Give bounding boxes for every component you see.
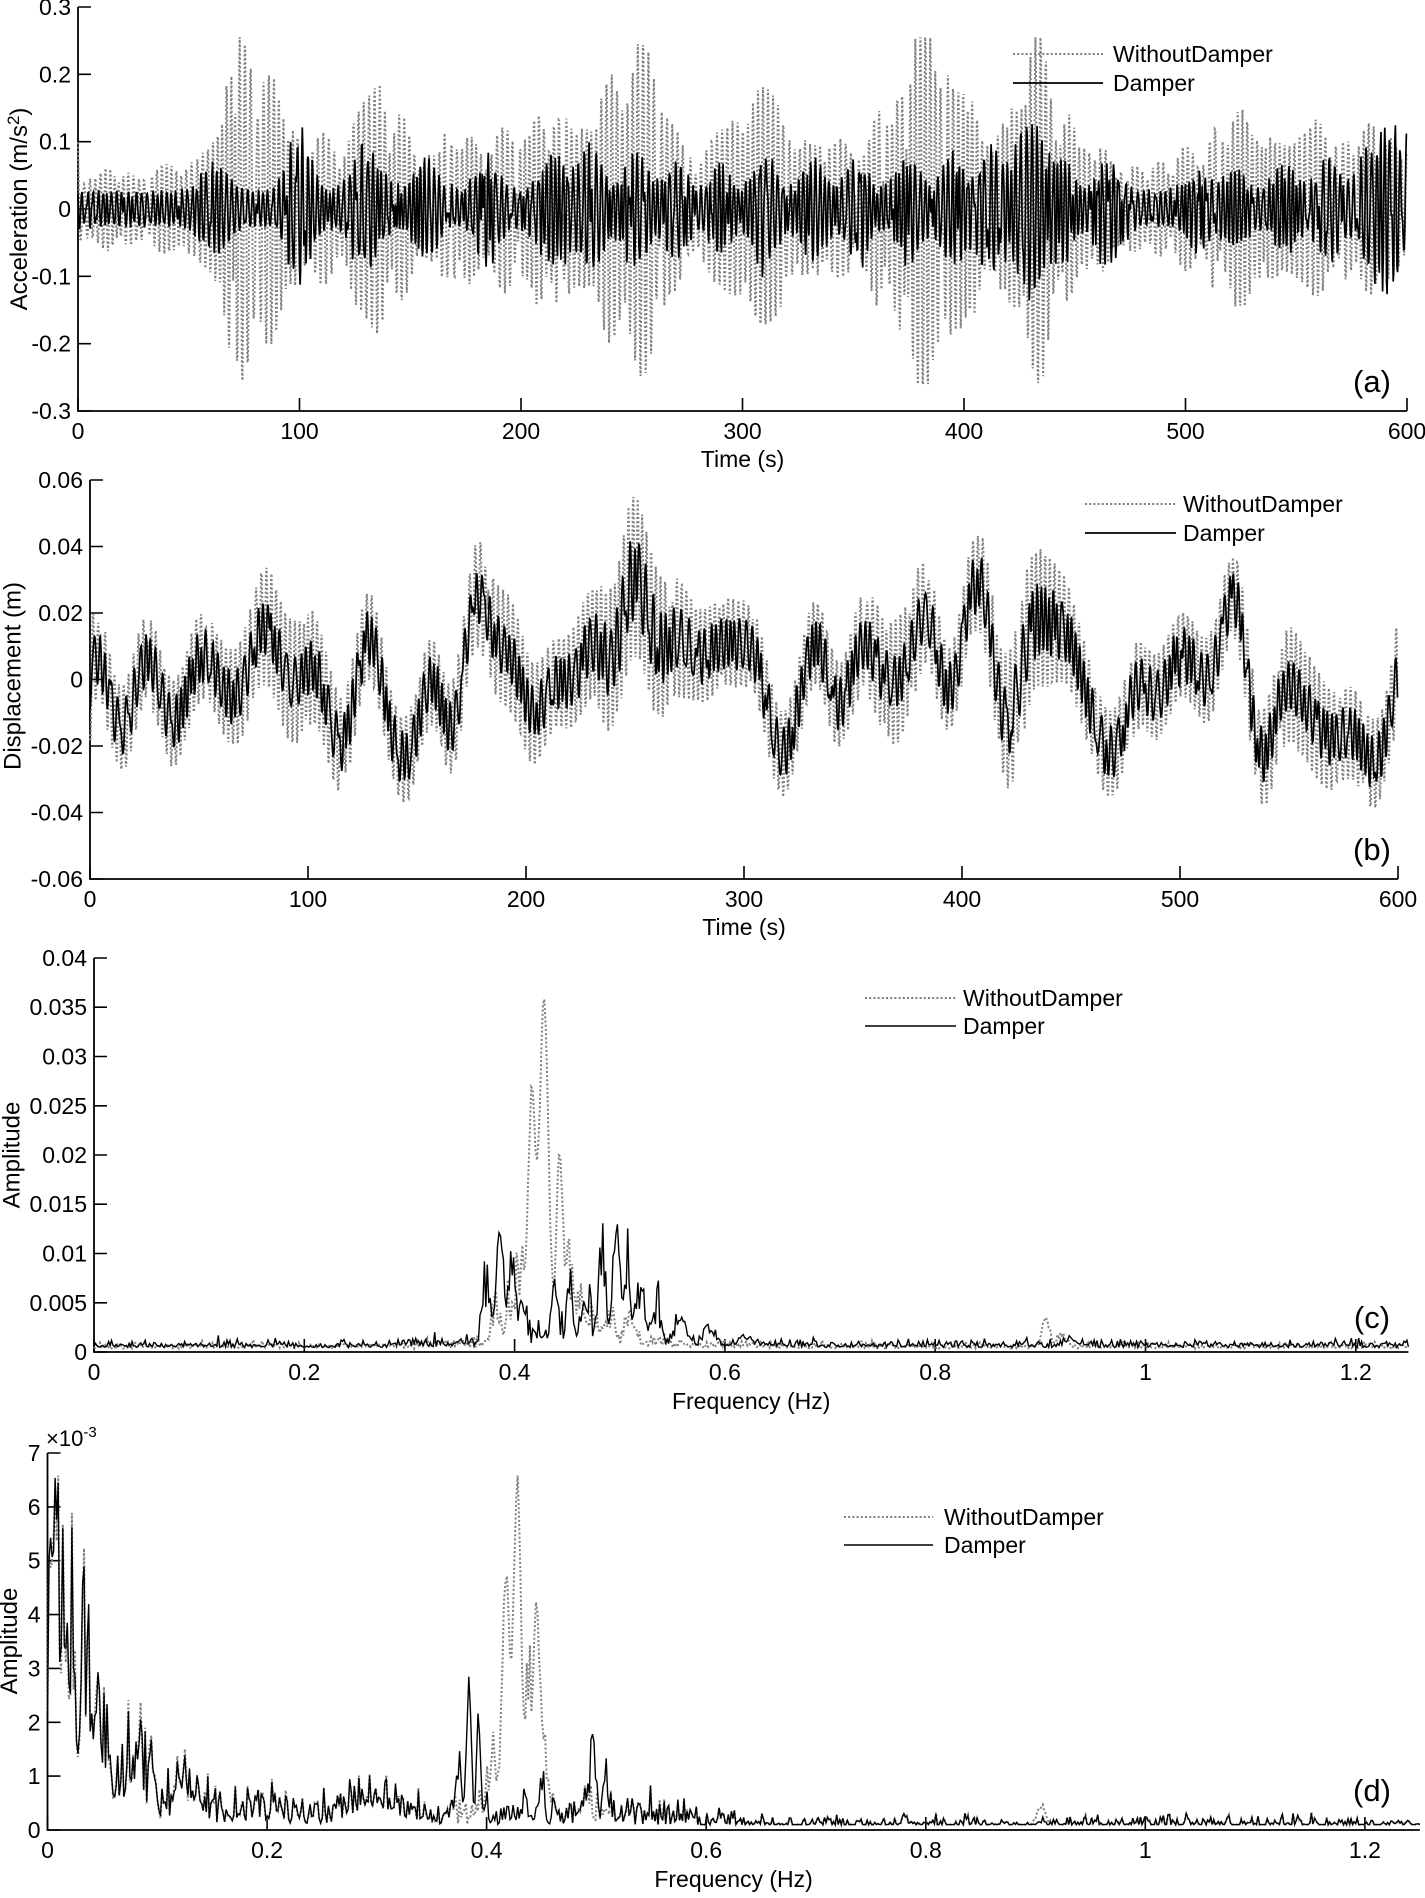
svg-text:-0.3: -0.3	[31, 398, 71, 424]
svg-text:500: 500	[1161, 886, 1199, 912]
svg-text:1: 1	[28, 1763, 41, 1789]
svg-text:200: 200	[507, 886, 545, 912]
svg-text:0.6: 0.6	[709, 1359, 741, 1385]
svg-text:0.04: 0.04	[42, 945, 87, 971]
svg-text:-0.04: -0.04	[31, 800, 84, 826]
svg-text:0.8: 0.8	[919, 1359, 951, 1385]
svg-text:0.04: 0.04	[38, 534, 83, 560]
svg-text:100: 100	[289, 886, 327, 912]
svg-text:0.01: 0.01	[42, 1241, 87, 1267]
svg-text:0.02: 0.02	[42, 1142, 87, 1168]
svg-text:0.2: 0.2	[288, 1359, 320, 1385]
svg-text:7: 7	[28, 1440, 41, 1466]
svg-text:Damper: Damper	[1113, 70, 1195, 96]
svg-text:0.03: 0.03	[42, 1044, 87, 1070]
svg-text:2: 2	[28, 1709, 41, 1735]
svg-text:-0.06: -0.06	[31, 866, 83, 892]
svg-text:0.02: 0.02	[38, 600, 83, 626]
svg-text:100: 100	[280, 418, 318, 444]
svg-text:Frequency (Hz): Frequency (Hz)	[672, 1388, 830, 1414]
svg-text:1: 1	[1139, 1837, 1152, 1863]
svg-text:Acceleration (m/s2): Acceleration (m/s2)	[4, 108, 33, 311]
svg-text:(b): (b)	[1353, 832, 1391, 867]
svg-text:-0.2: -0.2	[31, 331, 71, 357]
svg-text:0.005: 0.005	[29, 1290, 87, 1316]
svg-text:1.2: 1.2	[1340, 1359, 1372, 1385]
svg-text:Amplitude: Amplitude	[0, 1588, 23, 1695]
svg-text:0: 0	[28, 1817, 41, 1843]
svg-text:-0.02: -0.02	[31, 733, 83, 759]
svg-text:5: 5	[28, 1548, 41, 1574]
svg-text:6: 6	[28, 1494, 41, 1520]
svg-text:Damper: Damper	[963, 1013, 1045, 1039]
svg-text:400: 400	[943, 886, 981, 912]
svg-text:Damper: Damper	[1183, 520, 1265, 546]
svg-text:3: 3	[28, 1655, 41, 1681]
svg-text:400: 400	[945, 418, 983, 444]
svg-text:0: 0	[72, 418, 85, 444]
svg-text:0.015: 0.015	[29, 1191, 87, 1217]
svg-text:200: 200	[502, 418, 540, 444]
svg-text:(d): (d)	[1353, 1773, 1391, 1808]
svg-text:Time (s): Time (s)	[701, 446, 784, 472]
svg-text:0: 0	[74, 1339, 87, 1365]
svg-text:0.2: 0.2	[39, 61, 71, 87]
svg-text:1: 1	[1139, 1359, 1152, 1385]
svg-text:600: 600	[1388, 418, 1425, 444]
svg-text:WithoutDamper: WithoutDamper	[963, 985, 1123, 1011]
svg-text:0.06: 0.06	[38, 467, 83, 493]
svg-text:600: 600	[1379, 886, 1417, 912]
svg-text:Displacement (m): Displacement (m)	[0, 582, 27, 770]
svg-text:Time (s): Time (s)	[702, 914, 785, 940]
svg-text:(c): (c)	[1354, 1300, 1390, 1335]
svg-text:-0.1: -0.1	[31, 263, 71, 289]
svg-text:(a): (a)	[1353, 364, 1391, 399]
svg-text:0.4: 0.4	[471, 1837, 503, 1863]
svg-text:300: 300	[723, 418, 761, 444]
svg-text:1.2: 1.2	[1349, 1837, 1381, 1863]
svg-text:500: 500	[1166, 418, 1204, 444]
svg-text:0.4: 0.4	[499, 1359, 531, 1385]
svg-text:WithoutDamper: WithoutDamper	[1113, 41, 1273, 67]
svg-text:Amplitude: Amplitude	[0, 1102, 26, 1209]
svg-text:WithoutDamper: WithoutDamper	[1183, 491, 1343, 517]
svg-text:0.2: 0.2	[251, 1837, 283, 1863]
svg-text:Damper: Damper	[944, 1532, 1026, 1558]
svg-text:300: 300	[725, 886, 763, 912]
svg-text:0: 0	[84, 886, 97, 912]
svg-text:Frequency (Hz): Frequency (Hz)	[654, 1866, 812, 1892]
svg-text:4: 4	[28, 1602, 41, 1628]
svg-text:0: 0	[70, 667, 83, 693]
svg-text:0: 0	[88, 1359, 101, 1385]
svg-text:0: 0	[41, 1837, 54, 1863]
svg-text:WithoutDamper: WithoutDamper	[944, 1504, 1104, 1530]
svg-text:0.6: 0.6	[690, 1837, 722, 1863]
svg-text:0.1: 0.1	[39, 129, 71, 155]
svg-text:0: 0	[58, 196, 71, 222]
svg-text:0.3: 0.3	[39, 0, 71, 20]
svg-text:0.8: 0.8	[910, 1837, 942, 1863]
svg-text:0.025: 0.025	[29, 1093, 87, 1119]
svg-text:0.035: 0.035	[29, 994, 87, 1020]
